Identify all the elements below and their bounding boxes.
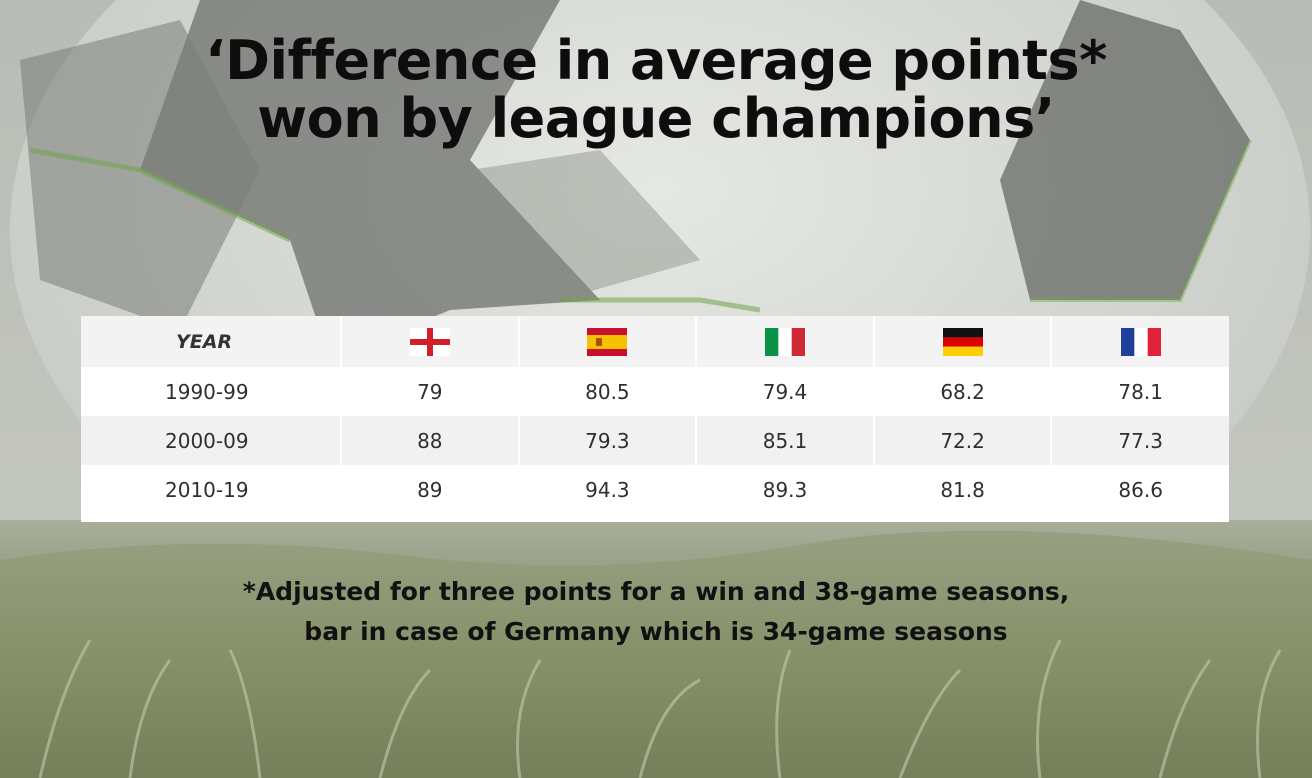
spain-column-header [517,316,697,367]
value-cell: 89 [340,465,519,514]
italy-column-header [695,316,874,367]
footnote: *Adjusted for three points for a win and… [0,572,1312,652]
period-cell: 2000-09 [81,416,341,465]
value-cell: 78.1 [1050,367,1229,416]
period-cell: 2010-19 [165,477,249,502]
value-cell: 77.3 [1050,416,1229,465]
value-cell: 79 [340,367,519,416]
value-cell: 88 [340,416,519,465]
value-cell: 85.1 [695,416,874,465]
value-cell: 79.4 [695,367,874,416]
france-flag-icon [1120,327,1161,356]
germany-column-header [872,316,1052,367]
spain-flag-icon [587,327,628,356]
title-line-2: won by league champions’ [257,87,1055,150]
points-table: YEAR [81,316,1229,522]
footnote-line-1: *Adjusted for three points for a win and… [242,577,1070,606]
value-cell: 72.2 [872,416,1052,465]
period-cell: 1990-99 [165,379,249,404]
value-cell: 79.3 [517,416,697,465]
table-row: 2010-19 89 94.3 89.3 81.8 86.6 [81,465,1229,514]
germany-flag-icon [942,327,983,356]
value-cell: 89.3 [695,465,874,514]
table-row: 2000-09 88 79.3 85.1 72.2 77.3 [81,416,1229,465]
value-cell: 86.6 [1050,465,1229,514]
value-cell: 68.2 [872,367,1052,416]
chart-title: ‘Difference in average points* won by le… [0,32,1312,148]
title-line-1: ‘Difference in average points* [205,29,1107,92]
england-column-header [340,316,519,367]
table-header-row: YEAR [81,316,1229,367]
england-flag-icon [409,327,450,356]
france-column-header [1050,316,1229,367]
value-cell: 94.3 [517,465,697,514]
footnote-line-2: bar in case of Germany which is 34-game … [304,617,1008,646]
year-header: YEAR [81,316,341,367]
value-cell: 81.8 [872,465,1052,514]
value-cell: 80.5 [517,367,697,416]
italy-flag-icon [764,327,805,356]
table-row: 1990-99 79 80.5 79.4 68.2 78.1 [81,367,1229,416]
